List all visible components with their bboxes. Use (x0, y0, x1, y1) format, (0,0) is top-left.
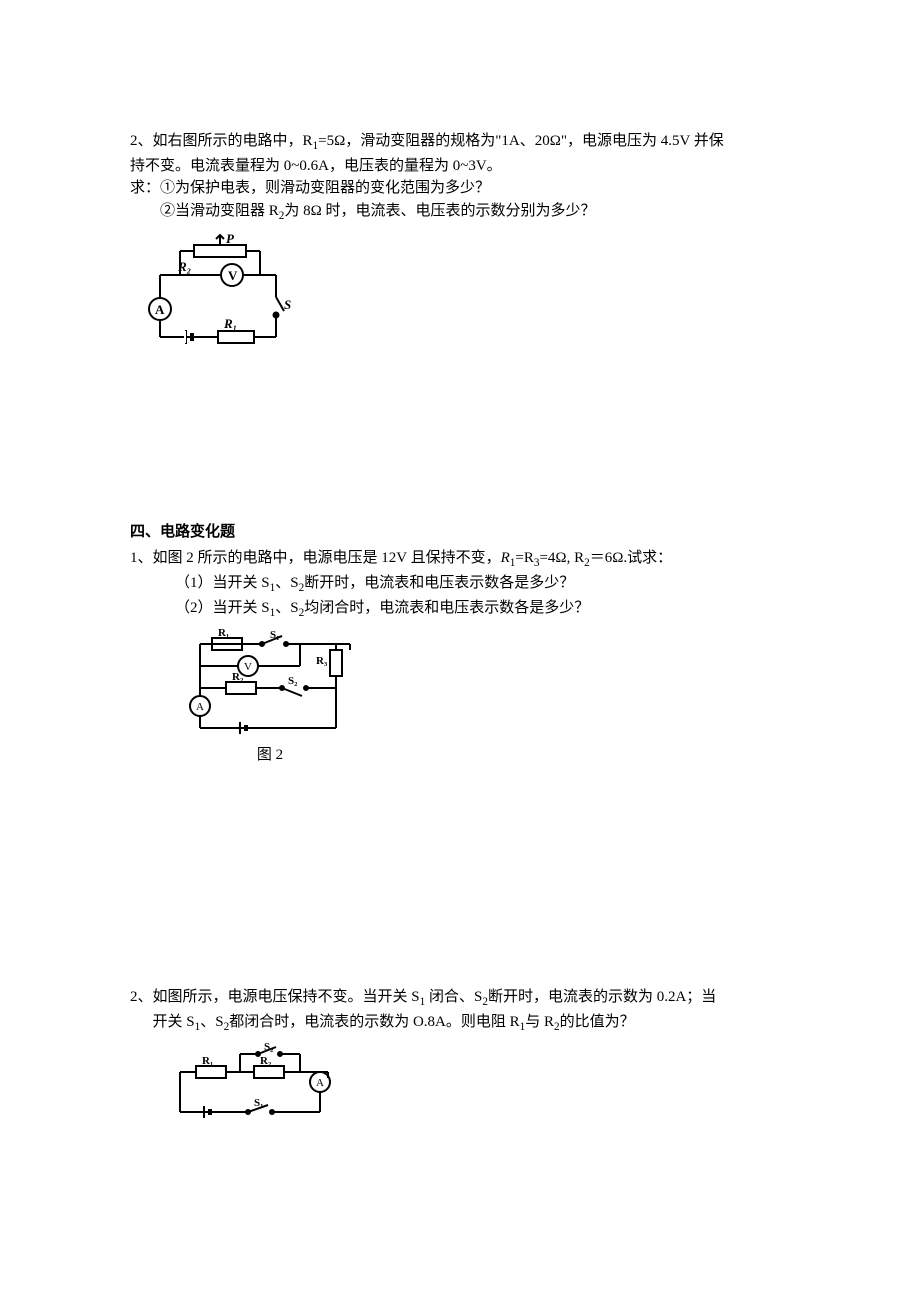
problem-2a-line3: 求：①为保护电表，则滑动变阻器的变化范围为多少？ (130, 177, 790, 200)
problem-4-2-line1: 2、如图所示，电源电压保持不变。当开关 S1 闭合、S2断开时，电流表的示数为 … (130, 986, 790, 1011)
circuit-diagram-2: R₁ S₁ R₃ V R₂ S₂ A (170, 628, 370, 738)
text: =4Ω, R (539, 550, 584, 566)
section-4-title: 四、电路变化题 (130, 521, 790, 544)
problem-4-2: 2、如图所示，电源电压保持不变。当开关 S1 闭合、S2断开时，电流表的示数为 … (130, 986, 790, 1132)
label-a: A (155, 302, 165, 317)
label-v: V (228, 268, 238, 283)
problem-2a-line4: ②当滑动变阻器 R2为 8Ω 时，电流表、电压表的示数分别为多少？ (130, 200, 790, 225)
problem-4-2-line2: 开关 S1、S2都闭合时，电流表的示数为 O.8A。则电阻 R1与 R2的比值为… (130, 1011, 790, 1036)
label-r3: R₃ (316, 655, 328, 667)
label-r2: R₂ (232, 671, 244, 683)
problem-4-1-line3: （2）当开关 S1、S2均闭合时，电流表和电压表示数各是多少？ (130, 597, 790, 622)
label-s2: S₂ (264, 1042, 274, 1053)
text: 闭合、S (425, 989, 482, 1005)
text: 、S (200, 1014, 223, 1030)
text: 、S (275, 575, 298, 591)
text: R (501, 550, 510, 566)
figure-2-caption: 图 2 (185, 744, 355, 767)
text: ②当滑动变阻器 R (160, 203, 279, 219)
text: （1）当开关 S (175, 575, 270, 591)
circuit-diagram-3: S₂ R₁ R₂ A S₁ (160, 1042, 350, 1132)
text: 都闭合时，电流表的示数为 O.8A。则电阻 R (229, 1014, 519, 1030)
text: =R (515, 550, 533, 566)
label-p: P (226, 231, 235, 246)
label-r1: R₁ (223, 316, 237, 331)
label-s1: S₁ (254, 1097, 263, 1109)
text: 2、如图所示，电源电压保持不变。当开关 S (130, 989, 420, 1005)
spacer (130, 371, 790, 511)
text: 的比值为？ (560, 1014, 635, 1030)
problem-2a: 2、如右图所示的电路中，R1=5Ω，滑动变阻器的规格为"1A、20Ω"，电源电压… (130, 130, 790, 351)
problem-4-1-line1: 1、如图 2 所示的电路中，电源电压是 12V 且保持不变，R1=R3=4Ω, … (130, 547, 790, 572)
text: 1、如图 2 所示的电路中，电源电压是 12V 且保持不变， (130, 550, 501, 566)
label-s1: S₁ (270, 629, 279, 641)
page: 2、如右图所示的电路中，R1=5Ω，滑动变阻器的规格为"1A、20Ω"，电源电压… (0, 0, 920, 1302)
text: 开关 S (153, 1014, 195, 1030)
label-r1: R₁ (202, 1055, 213, 1067)
problem-2a-line1: 2、如右图所示的电路中，R1=5Ω，滑动变阻器的规格为"1A、20Ω"，电源电压… (130, 130, 790, 155)
label-a: A (196, 701, 204, 713)
label-v: V (244, 661, 252, 673)
text: 均闭合时，电流表和电压表示数各是多少？ (304, 600, 589, 616)
circuit-diagram-1: P R₂ V A R₁ S (130, 231, 300, 351)
label-r1: R₁ (218, 628, 229, 639)
text: 断开时，电流表和电压表示数各是多少？ (304, 575, 574, 591)
label-r2: R₂ (260, 1055, 272, 1067)
text: 与 R (525, 1014, 554, 1030)
label-a: A (316, 1077, 324, 1089)
text: （2）当开关 S (175, 600, 270, 616)
problem-4-1-line2: （1）当开关 S1、S2断开时，电流表和电压表示数各是多少？ (130, 572, 790, 597)
text: 断开时，电流表的示数为 0.2A；当 (488, 989, 716, 1005)
text: 、S (275, 600, 298, 616)
problem-2a-line2: 持不变。电流表量程为 0~0.6A，电压表的量程为 0~3V。 (130, 155, 790, 178)
text: =5Ω，滑动变阻器的规格为"1A、20Ω"，电源电压为 4.5V 并保 (318, 133, 724, 149)
spacer (130, 786, 790, 986)
label-s: S (284, 297, 291, 312)
text: 为 8Ω 时，电流表、电压表的示数分别为多少？ (284, 203, 595, 219)
problem-4-1: 1、如图 2 所示的电路中，电源电压是 12V 且保持不变，R1=R3=4Ω, … (130, 547, 790, 766)
label-r2: R₂ (177, 259, 191, 274)
text: 2、如右图所示的电路中，R (130, 133, 313, 149)
label-s2: S₂ (288, 675, 298, 687)
text: ＝6Ω.试求： (590, 550, 672, 566)
